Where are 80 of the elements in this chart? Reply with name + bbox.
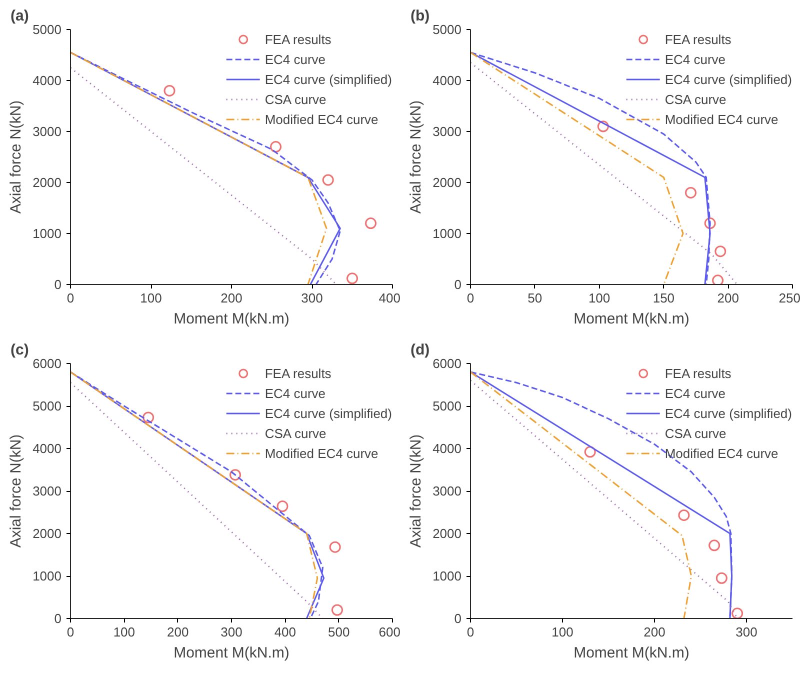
y-tick-label: 1000 <box>432 226 462 241</box>
legend-label: FEA results <box>264 32 332 46</box>
y-tick-label: 2000 <box>32 175 62 190</box>
legend-label: FEA results <box>264 366 332 380</box>
x-tick-label: 200 <box>644 624 666 640</box>
legend-label: CSA curve <box>664 92 726 106</box>
x-tick-label: 400 <box>378 290 401 306</box>
y-tick-label: 5000 <box>32 22 62 37</box>
y-tick-label: 5000 <box>432 22 462 37</box>
legend-label: EC4 curve <box>664 52 726 66</box>
x-axis-title: Moment M(kN.m) <box>174 310 290 328</box>
legend-label: EC4 curve (simplified) <box>664 406 792 420</box>
x-tick-label: 0 <box>466 624 474 640</box>
x-tick-label: 0 <box>66 624 74 640</box>
y-tick-label: 2000 <box>432 526 462 541</box>
x-tick-label: 300 <box>220 624 242 640</box>
x-axis-title: Moment M(kN.m) <box>574 310 690 328</box>
y-tick-label: 3000 <box>432 124 462 139</box>
x-tick-label: 300 <box>301 290 323 306</box>
x-tick-label: 200 <box>220 290 242 306</box>
y-tick-label: 3000 <box>32 484 62 498</box>
x-tick-label: 0 <box>466 290 474 306</box>
x-tick-label: 200 <box>166 624 189 640</box>
y-tick-label: 0 <box>54 277 62 292</box>
y-tick-label: 0 <box>54 611 62 626</box>
y-tick-label: 1000 <box>32 568 62 584</box>
legend-label: FEA results <box>664 366 732 380</box>
x-tick-label: 150 <box>652 290 675 306</box>
chart-title: (c) <box>10 342 29 358</box>
y-tick-label: 3000 <box>32 124 62 139</box>
y-tick-label: 4000 <box>432 441 462 456</box>
y-axis-title: Axial force N(kN) <box>408 434 425 548</box>
x-axis-title: Moment M(kN.m) <box>174 644 290 662</box>
chart-title: (b) <box>410 8 430 24</box>
legend-label: CSA curve <box>264 426 326 440</box>
y-tick-label: 3000 <box>432 484 462 498</box>
y-tick-label: 4000 <box>432 73 462 88</box>
y-tick-label: 0 <box>454 277 462 292</box>
legend-label: CSA curve <box>664 426 726 440</box>
y-axis-title: Axial force N(kN) <box>408 100 425 214</box>
x-axis-title: Moment M(kN.m) <box>574 644 690 662</box>
x-tick-label: 400 <box>274 624 296 640</box>
x-tick-label: 100 <box>588 290 610 306</box>
legend-label: Modified EC4 curve <box>664 446 778 460</box>
legend-label: EC4 curve (simplified) <box>264 72 392 86</box>
y-tick-label: 4000 <box>32 73 62 88</box>
x-tick-label: 100 <box>113 624 136 640</box>
legend-label: FEA results <box>664 32 732 46</box>
x-tick-label: 100 <box>552 624 574 640</box>
legend-label: EC4 curve (simplified) <box>264 406 392 420</box>
x-tick-label: 0 <box>66 290 74 306</box>
legend-label: CSA curve <box>264 92 326 106</box>
y-tick-label: 2000 <box>32 526 62 541</box>
chart-title: (a) <box>10 8 29 24</box>
y-tick-label: 1000 <box>432 568 462 584</box>
x-tick-label: 250 <box>778 290 801 306</box>
y-axis-title: Axial force N(kN) <box>8 100 25 214</box>
x-tick-label: 500 <box>328 624 350 640</box>
y-tick-label: 0 <box>454 611 462 626</box>
y-tick-label: 5000 <box>32 398 62 414</box>
x-tick-label: 200 <box>717 290 739 306</box>
legend-label: Modified EC4 curve <box>264 112 378 126</box>
y-axis-title: Axial force N(kN) <box>8 434 25 548</box>
y-tick-label: 6000 <box>432 356 462 371</box>
x-tick-label: 100 <box>140 290 162 306</box>
x-tick-label: 600 <box>378 624 401 640</box>
y-tick-label: 1000 <box>32 226 62 241</box>
x-tick-label: 300 <box>736 624 758 640</box>
y-tick-label: 2000 <box>432 175 462 190</box>
legend-label: EC4 curve (simplified) <box>664 72 792 86</box>
y-tick-label: 6000 <box>32 356 62 371</box>
y-tick-label: 5000 <box>432 398 462 414</box>
legend-label: Modified EC4 curve <box>264 446 378 460</box>
chart-title: (d) <box>410 342 430 358</box>
legend-label: EC4 curve <box>264 386 326 400</box>
x-tick-label: 50 <box>528 290 542 306</box>
legend-label: EC4 curve <box>264 52 326 66</box>
legend-label: EC4 curve <box>664 386 726 400</box>
y-tick-label: 4000 <box>32 441 62 456</box>
legend-label: Modified EC4 curve <box>664 112 778 126</box>
